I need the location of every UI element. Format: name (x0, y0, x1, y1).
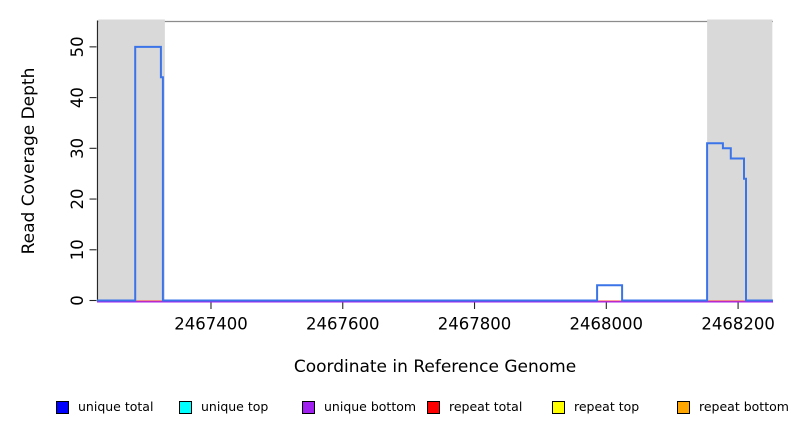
legend-label: unique top (201, 399, 269, 414)
legend-item-repeat-bottom: repeat bottom (677, 399, 789, 415)
x-axis-tick-label: 2467400 (174, 315, 248, 334)
y-axis-tick-label: 30 (68, 138, 87, 159)
y-axis: 0 10 20 30 40 50 (68, 36, 97, 306)
y-axis-tick-label: 50 (68, 36, 87, 57)
legend-label: unique bottom (324, 399, 417, 414)
x-axis-tick-label: 2468200 (701, 315, 775, 334)
legend-item-repeat-top: repeat top (552, 399, 639, 415)
series-line-unique-total (97, 45, 773, 302)
legend-label: repeat top (574, 399, 640, 414)
legend-swatch-unique-bottom (302, 400, 315, 414)
x-axis: 2467400 2467600 2467800 2468000 2468200 (174, 302, 775, 334)
shaded-region (98, 19, 165, 301)
shaded-region (707, 19, 773, 301)
x-axis-title: Coordinate in Reference Genome (294, 357, 576, 377)
y-axis-tick-label: 10 (68, 239, 87, 260)
y-axis-tick-label: 0 (68, 295, 87, 306)
legend-item-repeat-total: repeat total (427, 399, 522, 415)
legend-label: repeat total (449, 399, 523, 414)
y-axis-tick-label: 20 (68, 189, 87, 210)
y-axis-title: Read Coverage Depth (19, 68, 39, 255)
x-axis-tick-label: 2468000 (570, 315, 644, 334)
legend-item-unique-top: unique top (179, 399, 268, 415)
legend-label: unique total (78, 399, 154, 414)
y-axis-tick-label: 40 (68, 87, 87, 108)
legend-item-unique-bottom: unique bottom (302, 399, 416, 415)
legend-item-unique-total: unique total (56, 399, 153, 415)
x-axis-tick-label: 2467600 (306, 315, 380, 334)
legend-label: repeat bottom (699, 399, 789, 414)
legend-swatch-repeat-bottom (677, 400, 690, 414)
chart-legend: unique total unique top unique bottom re… (0, 399, 792, 419)
legend-swatch-unique-total (56, 400, 69, 414)
legend-swatch-repeat-total (427, 400, 440, 414)
x-axis-tick-label: 2467800 (438, 315, 512, 334)
legend-swatch-repeat-top (552, 400, 565, 414)
coverage-chart: 2467400 2467600 2467800 2468000 2468200 0 10 20… (19, 19, 775, 377)
legend-swatch-unique-top (179, 400, 192, 414)
